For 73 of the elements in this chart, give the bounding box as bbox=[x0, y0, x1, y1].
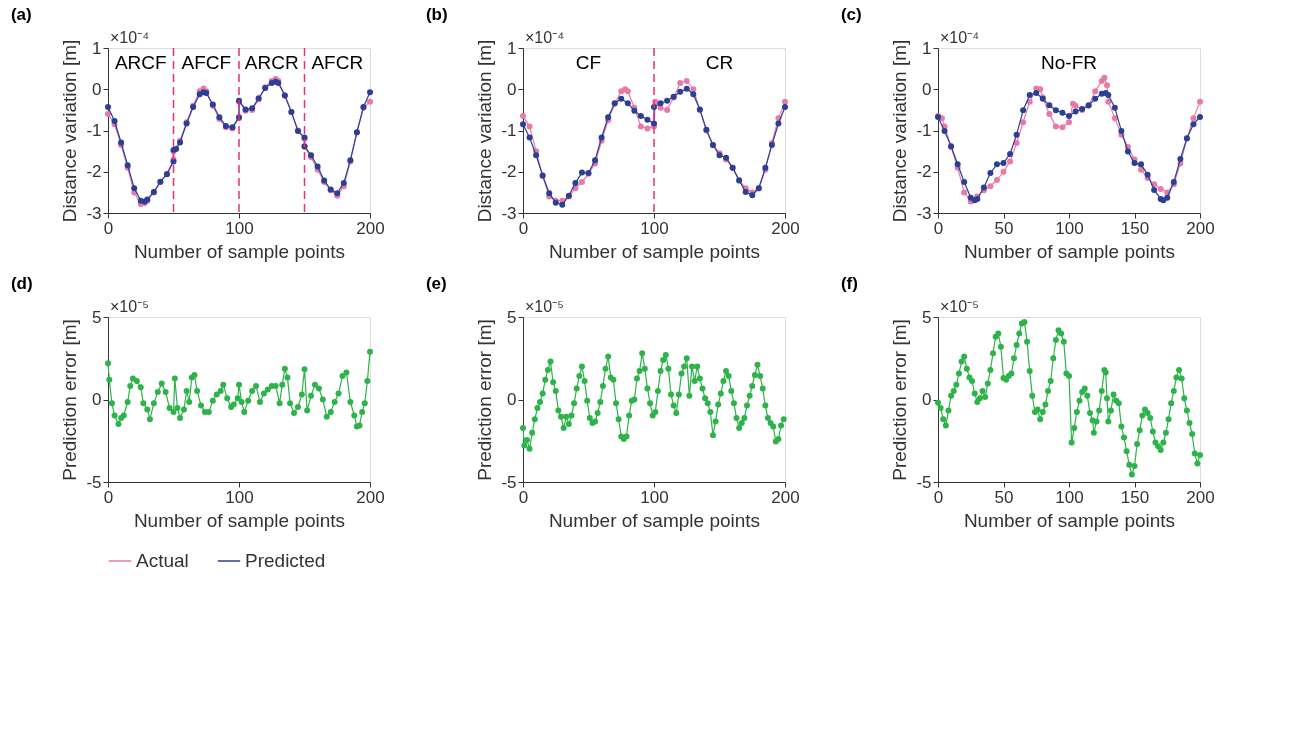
y-tick-label: 0 bbox=[922, 79, 932, 99]
x-tick-label: 100 bbox=[640, 218, 669, 238]
x-tick-label: 100 bbox=[225, 487, 254, 507]
y-tick-label: -3 bbox=[501, 203, 517, 223]
y-tick-label: 0 bbox=[507, 79, 517, 99]
y-tick-label: 5 bbox=[922, 307, 932, 327]
chart-title: (c) bbox=[840, 5, 862, 24]
text: ×10⁻⁴ bbox=[110, 29, 150, 46]
y-axis-title: Distance variation [m] bbox=[474, 39, 496, 223]
y-axis-title: Distance variation [m] bbox=[889, 39, 911, 223]
x-tick-label: 100 bbox=[640, 487, 669, 507]
chart-title: (a) bbox=[10, 5, 32, 24]
annotation: ARCR bbox=[244, 51, 299, 73]
legend-label: Actual bbox=[136, 550, 189, 571]
y-tick-label: 1 bbox=[507, 38, 517, 58]
text: ×10⁻⁴ bbox=[940, 29, 980, 46]
y-tick-label: -1 bbox=[501, 121, 517, 140]
y-tick-label: -5 bbox=[86, 472, 102, 492]
y-tick-label: -5 bbox=[501, 472, 517, 492]
y-tick-label: -3 bbox=[916, 203, 932, 223]
chart-title: (b) bbox=[425, 5, 448, 24]
x-tick-label: 200 bbox=[1186, 218, 1215, 238]
annotation: ARCF bbox=[114, 51, 167, 73]
y-tick-label: -2 bbox=[86, 162, 102, 182]
y-tick-label: 0 bbox=[92, 79, 102, 99]
x-tick-label: 50 bbox=[994, 218, 1014, 238]
x-axis-title: Number of sample points bbox=[548, 240, 761, 262]
y-tick-label: 0 bbox=[507, 390, 517, 409]
x-axis-title: Number of sample points bbox=[963, 240, 1176, 262]
chart-title: (e) bbox=[425, 274, 447, 293]
x-tick-label: 200 bbox=[771, 218, 800, 238]
y-axis-title: Distance variation [m] bbox=[59, 39, 81, 223]
y-tick-label: -2 bbox=[501, 162, 517, 182]
y-tick-label: 1 bbox=[92, 38, 102, 58]
annotation: CR bbox=[705, 51, 734, 73]
text: ×10⁻⁴ bbox=[525, 29, 565, 46]
annotation: AFCR bbox=[311, 51, 364, 73]
x-tick-label: 150 bbox=[1120, 487, 1150, 507]
y-axis-title: Prediction error [m] bbox=[59, 319, 81, 481]
y-tick-label: 1 bbox=[922, 38, 932, 58]
y-axis-title: Prediction error [m] bbox=[889, 319, 911, 481]
y-tick-label: -5 bbox=[916, 472, 932, 492]
y-tick-label: 5 bbox=[507, 307, 517, 327]
x-tick-label: 100 bbox=[225, 218, 254, 238]
x-tick-label: 150 bbox=[1120, 218, 1150, 238]
y-axis-title: Prediction error [m] bbox=[474, 319, 496, 481]
annotation: AFCF bbox=[181, 51, 232, 73]
x-tick-label: 100 bbox=[1055, 218, 1084, 238]
annotation: No-FR bbox=[1041, 51, 1097, 73]
x-tick-label: 200 bbox=[356, 487, 385, 507]
x-tick-label: 50 bbox=[994, 487, 1014, 507]
y-tick-label: -3 bbox=[86, 203, 102, 223]
y-tick-label: 5 bbox=[92, 307, 102, 327]
text: ×10⁻⁵ bbox=[110, 298, 149, 315]
y-tick-label: 0 bbox=[92, 390, 102, 409]
y-tick-label: 0 bbox=[922, 390, 932, 409]
y-tick-label: -2 bbox=[916, 162, 932, 182]
legend-label: Predicted bbox=[245, 550, 326, 571]
chart-title: (d) bbox=[10, 274, 33, 293]
x-tick-label: 100 bbox=[1055, 487, 1084, 507]
x-tick-label: 200 bbox=[1186, 487, 1215, 507]
chart-title: (f) bbox=[840, 274, 858, 293]
x-tick-label: 200 bbox=[356, 218, 385, 238]
annotation: CF bbox=[575, 51, 602, 73]
x-axis-title: Number of sample points bbox=[133, 240, 346, 262]
text: ×10⁻⁵ bbox=[525, 298, 564, 315]
x-axis-title: Number of sample points bbox=[548, 509, 761, 531]
text: ×10⁻⁵ bbox=[940, 298, 979, 315]
y-tick-label: -1 bbox=[86, 121, 102, 140]
y-tick-label: -1 bbox=[916, 121, 932, 140]
x-axis-title: Number of sample points bbox=[963, 509, 1176, 531]
x-axis-title: Number of sample points bbox=[133, 509, 346, 531]
x-tick-label: 200 bbox=[771, 487, 800, 507]
